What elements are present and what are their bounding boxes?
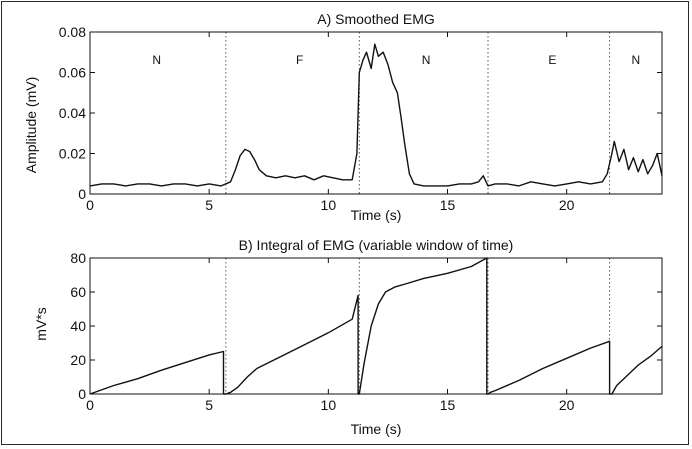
chart-a-x-tick-label: 15 — [440, 197, 456, 213]
chart-a-title: A) Smoothed EMG — [317, 11, 435, 27]
chart-b-ylabel: mV*s — [33, 307, 49, 340]
chart-a-x-tick-label: 10 — [321, 197, 337, 213]
chart-b-x-tick-label: 10 — [321, 397, 337, 413]
chart-a-phase-label: E — [548, 53, 556, 67]
chart-a-x-tick-label: 20 — [559, 197, 575, 213]
chart-a-ylabel: Amplitude (mV) — [23, 77, 39, 173]
chart-b-plot-box — [89, 257, 663, 395]
chart-b-title: B) Integral of EMG (variable window of t… — [239, 237, 514, 253]
chart-b-y-tick-label: 0 — [78, 386, 86, 402]
chart-a-plot-box — [89, 31, 663, 195]
chart-a-phase-label: N — [152, 53, 161, 67]
chart-a-y-tick-label: 0.06 — [59, 65, 86, 81]
chart-a-phase-label: N — [631, 53, 640, 67]
chart-b-y-tick-label: 60 — [70, 284, 86, 300]
chart-b-series-line — [89, 257, 663, 395]
chart-a-y-tick-label: 0.08 — [59, 24, 86, 40]
figure-svg: A) Smoothed EMG Time (s) Amplitude (mV) … — [23, 11, 663, 437]
chart-a-y-tick-label: 0.04 — [59, 105, 86, 121]
chart-a-x-tick-label: 0 — [86, 197, 94, 213]
chart-b-x-tick-label: 5 — [205, 397, 213, 413]
chart-b-x-tick-label: 20 — [559, 397, 575, 413]
chart-a-phase-label: F — [296, 53, 303, 67]
chart-b-x-tick-label: 0 — [86, 397, 94, 413]
chart-a-series-line — [89, 43, 663, 187]
chart-a-y-tick-label: 0.02 — [59, 146, 86, 162]
chart-b: 0 5 10 15 20 0 20 40 60 80 — [70, 250, 663, 413]
chart-b-y-tick-label: 20 — [70, 352, 86, 368]
chart-a-xlabel: Time (s) — [351, 207, 402, 223]
chart-a-y-tick-label: 0 — [78, 186, 86, 202]
chart-a-x-tick-label: 5 — [205, 197, 213, 213]
chart-a-phase-label: N — [422, 53, 431, 67]
chart-b-y-tick-label: 40 — [70, 318, 86, 334]
chart-b-y-tick-label: 80 — [70, 250, 86, 266]
chart-a: N F N E N 0 5 10 15 20 0 0.02 0.04 0.06 0.08 — [59, 24, 663, 213]
chart-b-xlabel: Time (s) — [351, 421, 402, 437]
chart-b-x-tick-label: 15 — [440, 397, 456, 413]
